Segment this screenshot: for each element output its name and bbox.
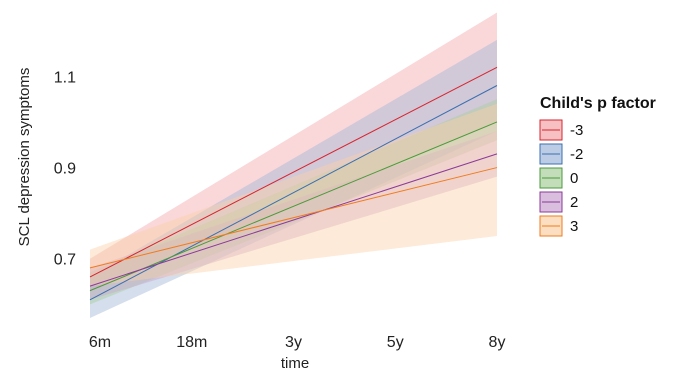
legend-item: -3	[539, 119, 583, 141]
series-line-3	[89, 167, 498, 269]
legend-title: Child's p factor	[540, 95, 656, 112]
x-axis-title: time	[281, 355, 309, 371]
ci-band--3	[90, 12, 497, 291]
x-tick-label: 5y	[387, 334, 404, 351]
legend-item: 3	[539, 215, 578, 237]
series-lines	[89, 66, 498, 301]
legend-label: 0	[570, 170, 578, 187]
x-tick-label: 18m	[176, 334, 207, 351]
series-line--3	[89, 66, 498, 278]
series-line-0	[89, 121, 498, 292]
x-tick-label: 8y	[489, 334, 506, 351]
legend-item: -2	[539, 143, 583, 165]
legend-label: -3	[570, 122, 583, 139]
y-axis-title: SCL depression symptoms	[16, 68, 33, 247]
ci-band-2	[90, 131, 497, 300]
y-tick-label: 1.1	[54, 69, 76, 86]
x-axis: 6m 18m 3y 5y 8y	[89, 334, 506, 351]
legend-item: 2	[539, 191, 578, 213]
y-tick-label: 0.7	[54, 252, 76, 269]
legend-item: 0	[539, 167, 578, 189]
ci-band-3	[90, 103, 497, 287]
confidence-bands	[90, 12, 497, 318]
y-tick-label: 0.9	[54, 161, 76, 178]
y-axis: 0.7 0.9 1.1	[54, 69, 76, 268]
series-line-2	[89, 153, 498, 287]
x-tick-label: 3y	[285, 334, 302, 351]
legend-label: -2	[570, 146, 583, 163]
legend: Child's p factor -3 -2 0 2 3	[539, 95, 656, 237]
legend-label: 2	[570, 194, 578, 211]
x-tick-label: 6m	[89, 334, 111, 351]
legend-label: 3	[570, 218, 578, 235]
